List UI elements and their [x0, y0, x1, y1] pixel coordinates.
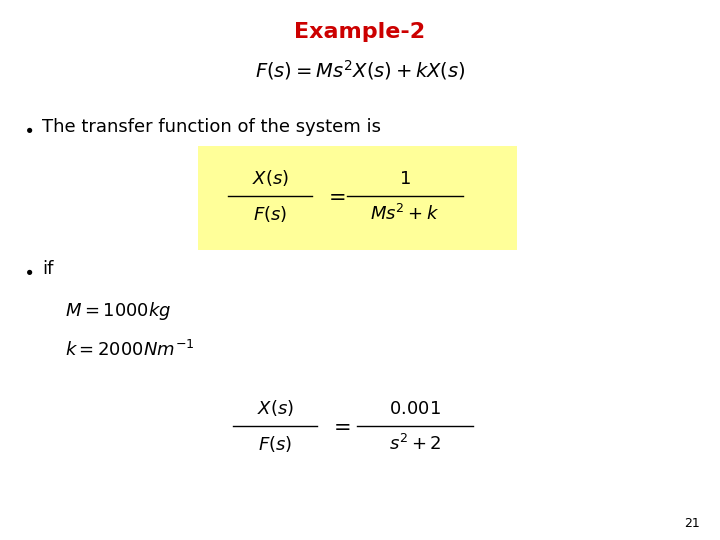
Text: $k = 2000Nm^{-1}$: $k = 2000Nm^{-1}$: [65, 340, 194, 360]
Text: 21: 21: [684, 517, 700, 530]
Text: $1$: $1$: [399, 170, 411, 188]
Text: $\bullet$: $\bullet$: [23, 120, 33, 138]
Text: $M = 1000kg$: $M = 1000kg$: [65, 300, 171, 322]
Text: $\bullet$: $\bullet$: [23, 262, 33, 280]
Text: The transfer function of the system is: The transfer function of the system is: [42, 118, 381, 136]
Text: Example-2: Example-2: [294, 22, 426, 42]
FancyBboxPatch shape: [198, 146, 517, 250]
Text: $s^{2} + 2$: $s^{2} + 2$: [389, 434, 441, 454]
Text: $X(s)$: $X(s)$: [251, 168, 289, 188]
Text: $=$: $=$: [329, 416, 351, 436]
Text: if: if: [42, 260, 53, 278]
Text: $F(s)$: $F(s)$: [258, 434, 292, 454]
Text: $X(s)$: $X(s)$: [256, 398, 294, 418]
Text: $F(s) = Ms^{2}X(s) + kX(s)$: $F(s) = Ms^{2}X(s) + kX(s)$: [255, 58, 465, 82]
Text: $Ms^{2} + k$: $Ms^{2} + k$: [370, 204, 440, 224]
Text: $0.001$: $0.001$: [389, 400, 441, 418]
Text: $=$: $=$: [324, 186, 346, 206]
Text: $F(s)$: $F(s)$: [253, 204, 287, 224]
